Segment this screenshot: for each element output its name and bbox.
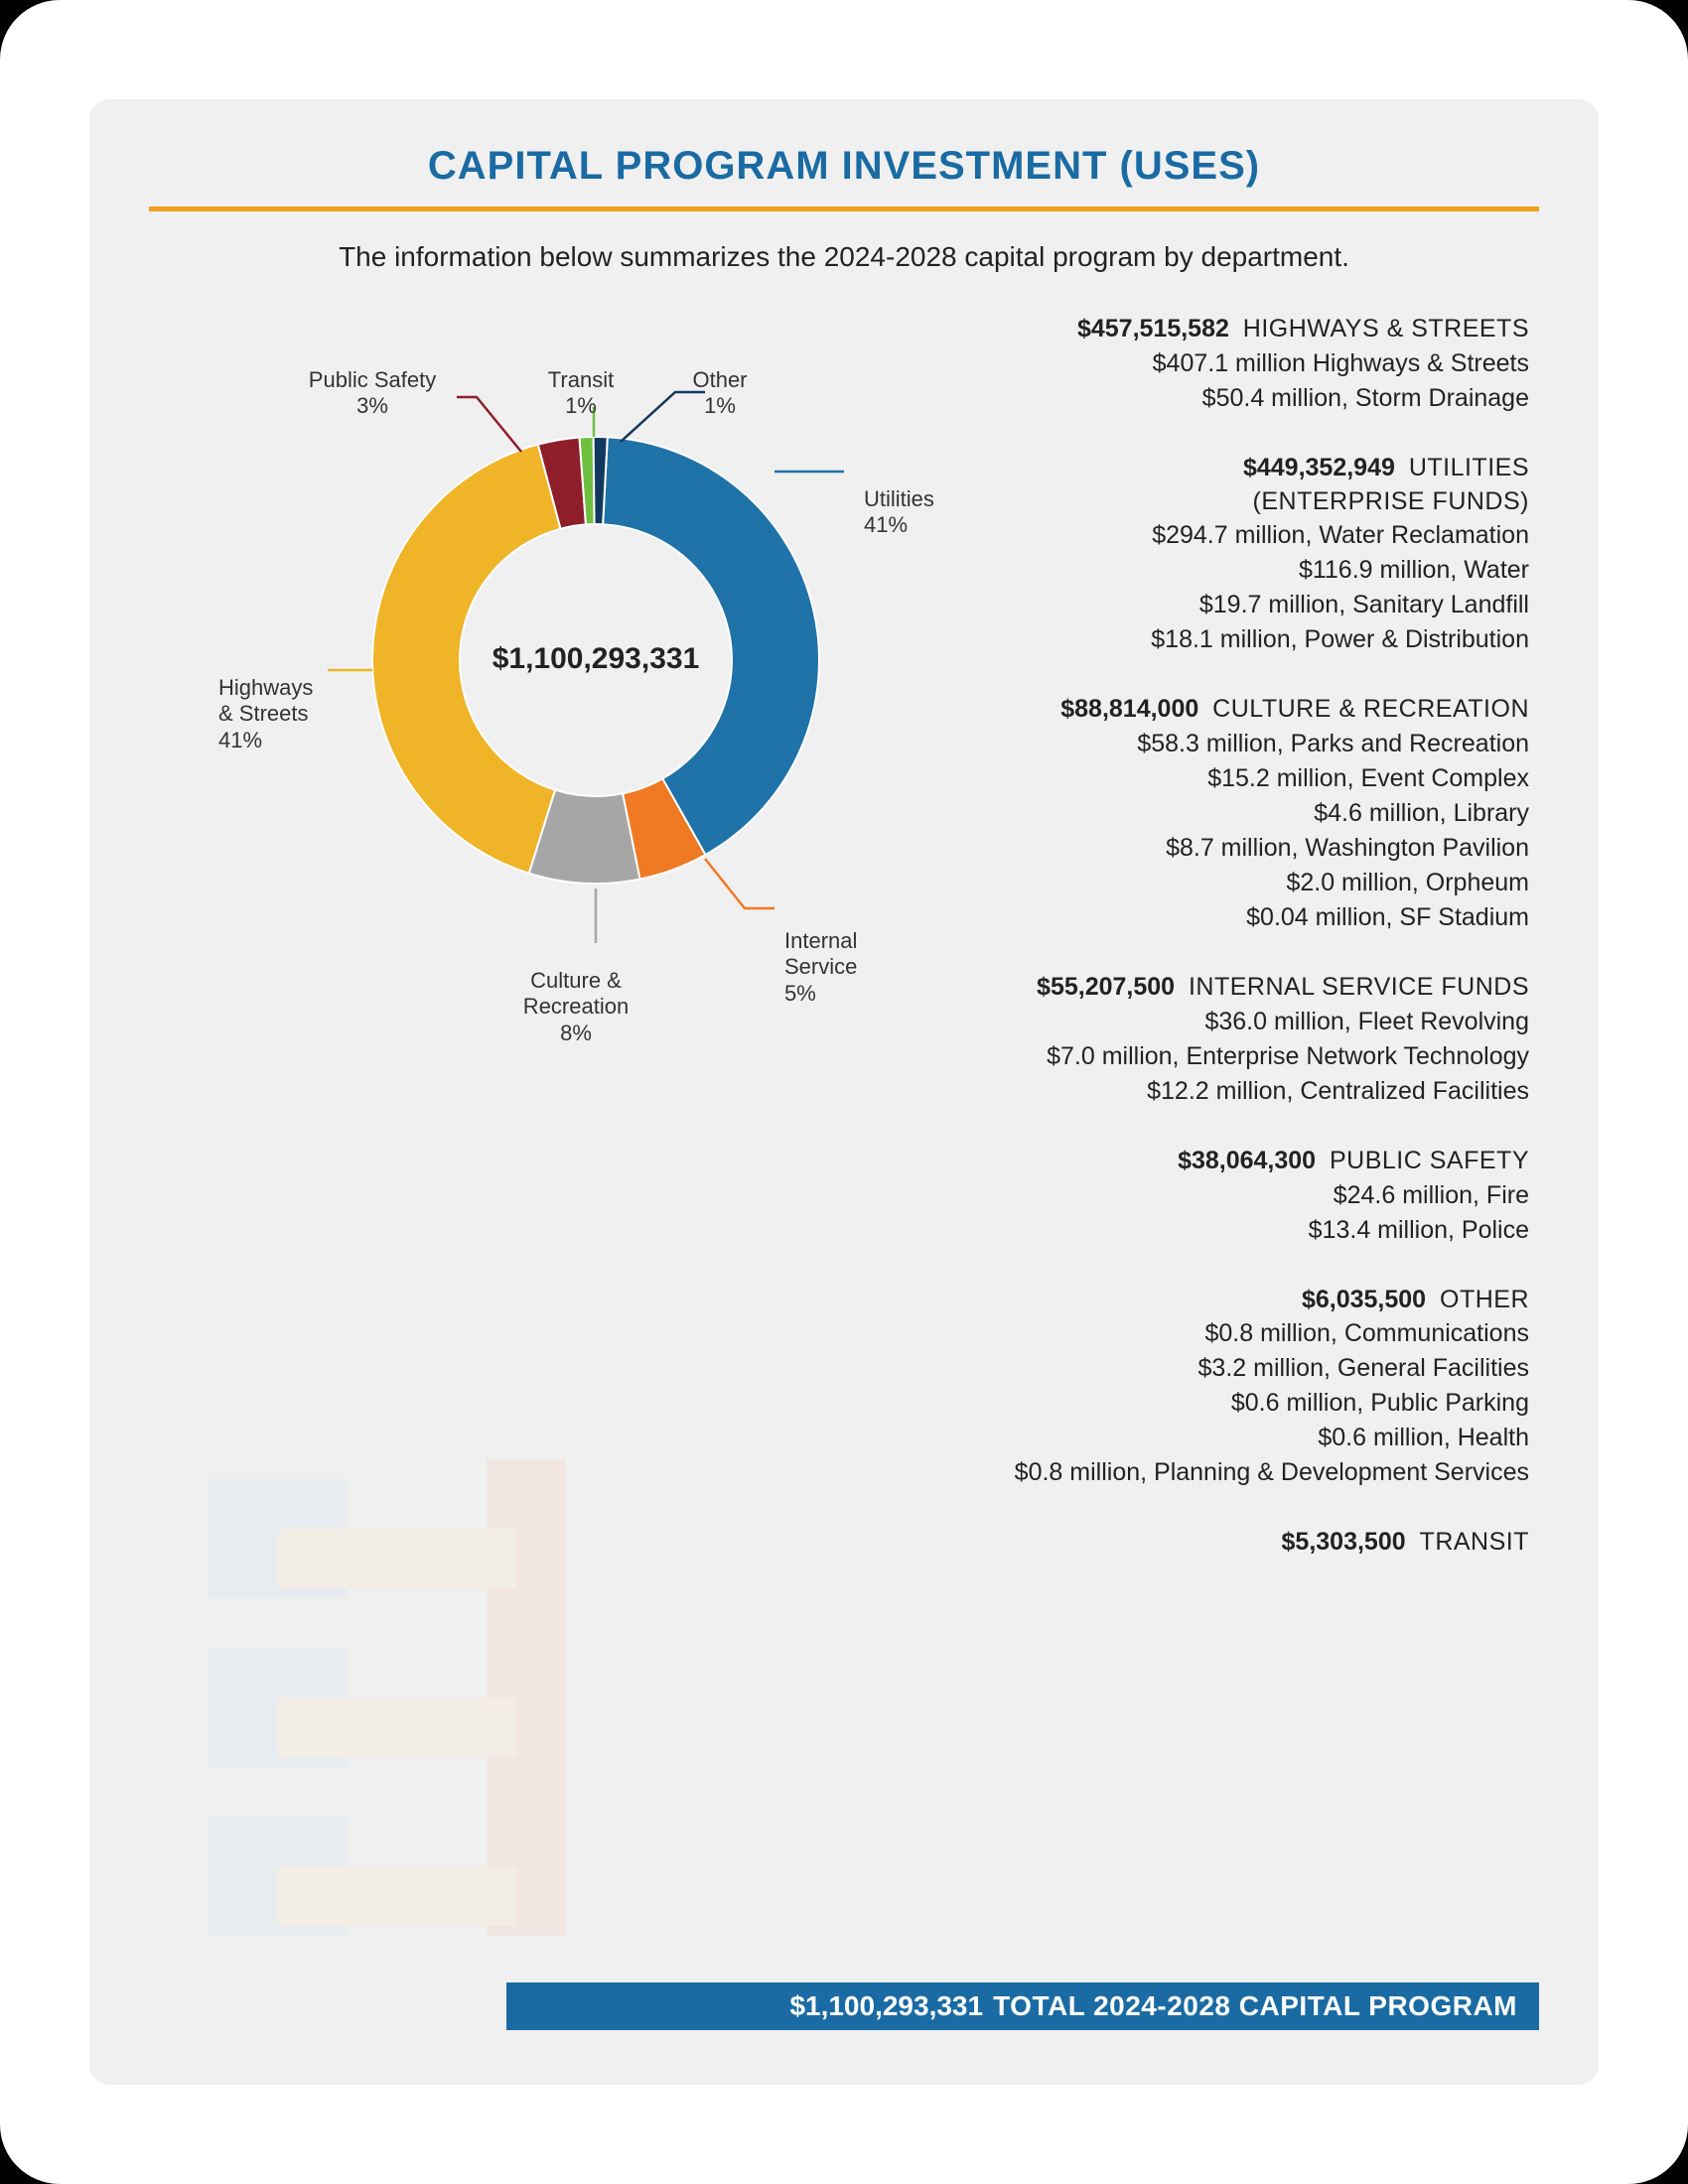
category-line: $50.4 million, Storm Drainage [933,381,1529,416]
chart-label-internal-service: Internal Service5% [784,928,933,1007]
category-heading: $449,352,949 UTILITIES [933,452,1529,485]
category-heading: $5,303,500 TRANSIT [933,1526,1529,1560]
total-bar: $1,100,293,331 TOTAL 2024-2028 CAPITAL P… [506,1982,1539,2030]
category-block: $449,352,949 UTILITIES(ENTERPRISE FUNDS)… [933,452,1529,658]
chart-label-public-safety: Public Safety3% [309,367,436,420]
category-line: $18.1 million, Power & Distribution [933,622,1529,657]
category-line: $3.2 million, General Facilities [933,1351,1529,1386]
category-line: $8.7 million, Washington Pavilion [933,831,1529,866]
category-breakdown: $457,515,582 HIGHWAYS & STREETS$407.1 mi… [933,293,1539,1595]
category-heading: $457,515,582 HIGHWAYS & STREETS [933,313,1529,346]
category-heading: $88,814,000 CULTURE & RECREATION [933,693,1529,727]
category-heading: $38,064,300 PUBLIC SAFETY [933,1145,1529,1178]
watermark-logo [149,1430,665,1966]
title-rule [149,206,1539,211]
chart-label-utilities: Utilities41% [864,486,934,539]
category-line: $0.6 million, Public Parking [933,1386,1529,1421]
page-title: CAPITAL PROGRAM INVESTMENT (USES) [149,144,1539,189]
category-block: $38,064,300 PUBLIC SAFETY$24.6 million, … [933,1145,1529,1248]
leader-line [705,859,774,908]
chart-label-highways-streets: Highways& Streets41% [218,675,313,753]
total-bar-amount: $1,100,293,331 [789,1990,983,2022]
category-line: $24.6 million, Fire [933,1178,1529,1213]
category-line: $294.7 million, Water Reclamation [933,518,1529,553]
category-line: $116.9 million, Water [933,553,1529,588]
category-line: $0.8 million, Planning & Development Ser… [933,1455,1529,1490]
content-row: $1,100,293,331 Utilities41% Internal Serv… [149,293,1539,1595]
category-line: $13.4 million, Police [933,1213,1529,1248]
category-line: $0.6 million, Health [933,1421,1529,1455]
category-block: $6,035,500 OTHER$0.8 million, Communicat… [933,1284,1529,1491]
category-block: $55,207,500 INTERNAL SERVICE FUNDS$36.0 … [933,971,1529,1109]
category-line: $0.04 million, SF Stadium [933,900,1529,935]
page: CAPITAL PROGRAM INVESTMENT (USES) The in… [0,0,1688,2184]
total-bar-label: TOTAL 2024-2028 CAPITAL PROGRAM [993,1990,1517,2022]
chart-label-culture-recreation: Culture &Recreation8% [523,968,629,1046]
category-line: $15.2 million, Event Complex [933,761,1529,796]
category-line: $7.0 million, Enterprise Network Technol… [933,1039,1529,1074]
category-line: $36.0 million, Fleet Revolving [933,1005,1529,1039]
category-line: $19.7 million, Sanitary Landfill [933,588,1529,622]
donut-chart-area: $1,100,293,331 Utilities41% Internal Serv… [149,293,933,1027]
category-line: $4.6 million, Library [933,796,1529,831]
category-line: $0.8 million, Communications [933,1316,1529,1351]
category-heading-sub: (ENTERPRISE FUNDS) [933,485,1529,519]
donut-center-total: $1,100,293,331 [447,642,745,676]
document-card: CAPITAL PROGRAM INVESTMENT (USES) The in… [89,99,1599,2085]
category-block: $457,515,582 HIGHWAYS & STREETS$407.1 mi… [933,313,1529,416]
leader-line [457,397,521,452]
category-line: $12.2 million, Centralized Facilities [933,1074,1529,1109]
category-block: $88,814,000 CULTURE & RECREATION$58.3 mi… [933,693,1529,935]
category-heading: $6,035,500 OTHER [933,1284,1529,1317]
category-line: $407.1 million Highways & Streets [933,346,1529,381]
subtitle: The information below summarizes the 202… [149,241,1539,273]
category-line: $58.3 million, Parks and Recreation [933,727,1529,761]
chart-label-other: Other1% [692,367,747,420]
category-heading: $55,207,500 INTERNAL SERVICE FUNDS [933,971,1529,1005]
category-block: $5,303,500 TRANSIT [933,1526,1529,1560]
category-line: $2.0 million, Orpheum [933,866,1529,900]
chart-label-transit: Transit1% [548,367,614,420]
